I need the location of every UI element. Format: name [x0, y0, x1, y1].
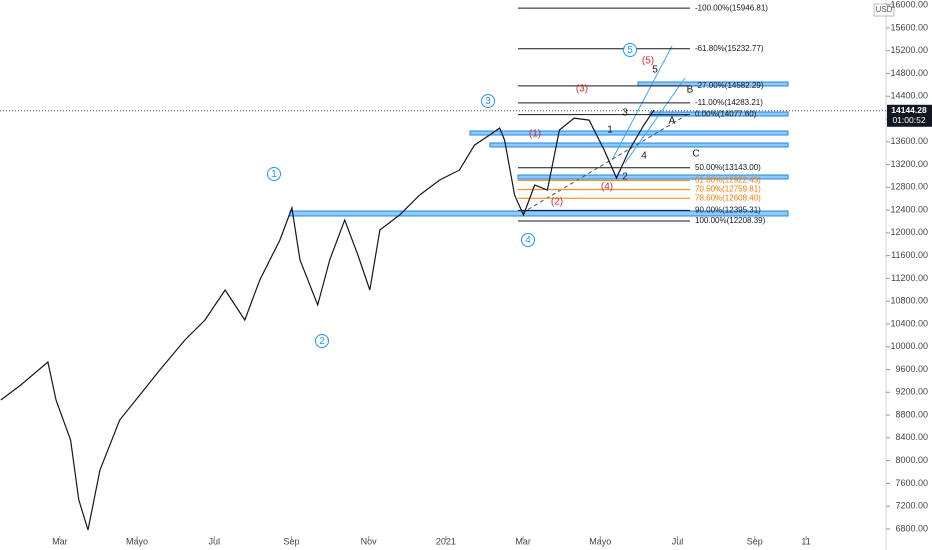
y-tick-label: 8800.00	[895, 409, 928, 419]
x-tick-label: Sep	[747, 536, 763, 546]
y-tick-label: 11200.00	[891, 273, 928, 283]
wave-label: 5	[627, 45, 633, 56]
y-tick-label: 16000.00	[890, 0, 928, 9]
wave-label: B	[687, 85, 694, 96]
x-tick-label: Sep	[283, 536, 299, 546]
zone	[469, 130, 789, 136]
y-tick-label: 15200.00	[890, 45, 928, 55]
y-tick-label: 8400.00	[895, 432, 928, 442]
x-tick-label: Mar	[52, 536, 68, 546]
x-tick-label: Mayo	[589, 536, 611, 546]
x-tick-label: Jul	[209, 536, 221, 546]
wave-label: (5)	[642, 56, 654, 67]
wave-label: 3	[622, 108, 628, 119]
y-tick-label: 6800.00	[895, 523, 928, 533]
fib-label: 90.00%(12395.31)	[695, 205, 761, 214]
fib-label: 100.00%(12208.39)	[695, 216, 766, 225]
y-tick-label: 9600.00	[895, 364, 928, 374]
zone	[517, 174, 789, 180]
zone	[637, 81, 789, 87]
y-tick-label: 7600.00	[895, 478, 928, 488]
price-line	[0, 109, 655, 531]
wave-label: (4)	[601, 182, 613, 193]
y-tick-label: 12000.00	[890, 227, 928, 237]
zone	[649, 111, 789, 117]
wave-label: 2	[319, 336, 325, 347]
last-price: 14144.28	[891, 105, 927, 115]
y-tick-label: 14800.00	[890, 68, 928, 78]
y-tick-label: 10000.00	[890, 341, 928, 351]
last-price-box	[887, 104, 932, 127]
wave-label: 3	[485, 96, 491, 107]
x-tick-label: 2021	[436, 536, 456, 546]
y-tick-label: 7200.00	[895, 501, 928, 511]
countdown: 01:00:52	[892, 115, 925, 125]
wave-circle	[623, 43, 637, 57]
y-tick-label: 10800.00	[890, 296, 928, 306]
fib-label: 70.50%(12759.81)	[695, 185, 761, 194]
fib-label: 0.00%(14077.60)	[695, 110, 757, 119]
wave-label: (3)	[576, 84, 588, 95]
wave-label: 1	[607, 125, 613, 136]
wave-circle	[267, 167, 281, 181]
wave-label: A	[669, 116, 676, 127]
wave-label: 5	[652, 65, 658, 76]
wave-label: 1	[271, 169, 277, 180]
fib-label: 78.60%(12608.40)	[695, 193, 761, 202]
fib-label: -61.80%(15232.77)	[695, 44, 764, 53]
y-tick-label: 9200.00	[895, 387, 928, 397]
channel-line	[624, 77, 686, 164]
fib-label: 61.80%(12922.43)	[695, 175, 761, 184]
wave-label: (1)	[529, 129, 541, 140]
fib-label: 50.00%(13143.00)	[695, 163, 761, 172]
y-tick-label: 12400.00	[890, 204, 928, 214]
wave-label: 4	[525, 235, 531, 246]
trend-line	[521, 112, 691, 214]
wave-circle	[521, 233, 535, 247]
wave-label: 2	[622, 172, 628, 183]
y-tick-label: 15600.00	[890, 22, 928, 32]
y-tick-label: 13600.00	[890, 136, 928, 146]
price-axis	[886, 0, 932, 550]
fib-label: -11.00%(14283.21)	[695, 98, 763, 107]
x-tick-label: Mar	[515, 536, 531, 546]
y-tick-label: 11600.00	[891, 250, 928, 260]
x-tick-label: Nov	[361, 536, 378, 546]
wave-label: C	[692, 149, 699, 160]
y-tick-label: 14400.00	[890, 91, 928, 101]
currency-box	[873, 3, 895, 17]
wave-label: (2)	[551, 197, 563, 208]
wave-label: 4	[641, 151, 647, 162]
y-tick-label: 13200.00	[890, 159, 928, 169]
wave-circle	[481, 94, 495, 108]
y-tick-label: 12800.00	[890, 182, 928, 192]
fib-label: -27.00%(14582.29)	[695, 81, 764, 90]
y-tick-label: 8000.00	[895, 455, 928, 465]
x-tick-label: Mayo	[126, 536, 148, 546]
x-tick-label: Jul	[672, 536, 684, 546]
x-tick-label: 11	[801, 536, 810, 546]
fib-label: -100.00%(15946.81)	[695, 3, 768, 12]
y-tick-label: 10400.00	[890, 318, 928, 328]
wave-circle	[315, 334, 329, 348]
currency: USD	[876, 5, 893, 14]
